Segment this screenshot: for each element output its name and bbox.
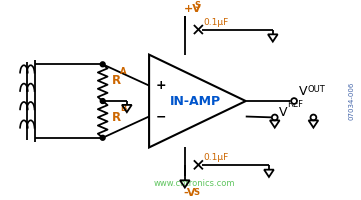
Text: +: +: [156, 79, 166, 92]
Text: V: V: [279, 106, 287, 119]
Text: V: V: [299, 85, 308, 98]
Text: −: −: [156, 110, 166, 123]
Text: www.cntronics.com: www.cntronics.com: [154, 179, 235, 188]
Circle shape: [100, 99, 105, 103]
Text: -V: -V: [183, 188, 195, 198]
Text: S: S: [195, 1, 200, 10]
Circle shape: [291, 98, 297, 104]
Text: +V: +V: [184, 4, 202, 14]
Circle shape: [310, 115, 316, 120]
Text: OUT: OUT: [308, 85, 325, 94]
Text: R: R: [112, 111, 122, 124]
Text: B: B: [120, 104, 126, 113]
Circle shape: [272, 115, 278, 120]
Text: 0.1μF: 0.1μF: [203, 153, 229, 162]
Text: A: A: [120, 67, 127, 76]
Text: R: R: [112, 74, 122, 87]
Circle shape: [100, 62, 105, 67]
Text: S: S: [193, 188, 200, 197]
Text: REF: REF: [287, 100, 303, 109]
Text: IN-AMP: IN-AMP: [170, 95, 221, 108]
Circle shape: [100, 135, 105, 140]
Text: 07034-006: 07034-006: [348, 82, 354, 120]
Text: 0.1μF: 0.1μF: [203, 18, 229, 27]
